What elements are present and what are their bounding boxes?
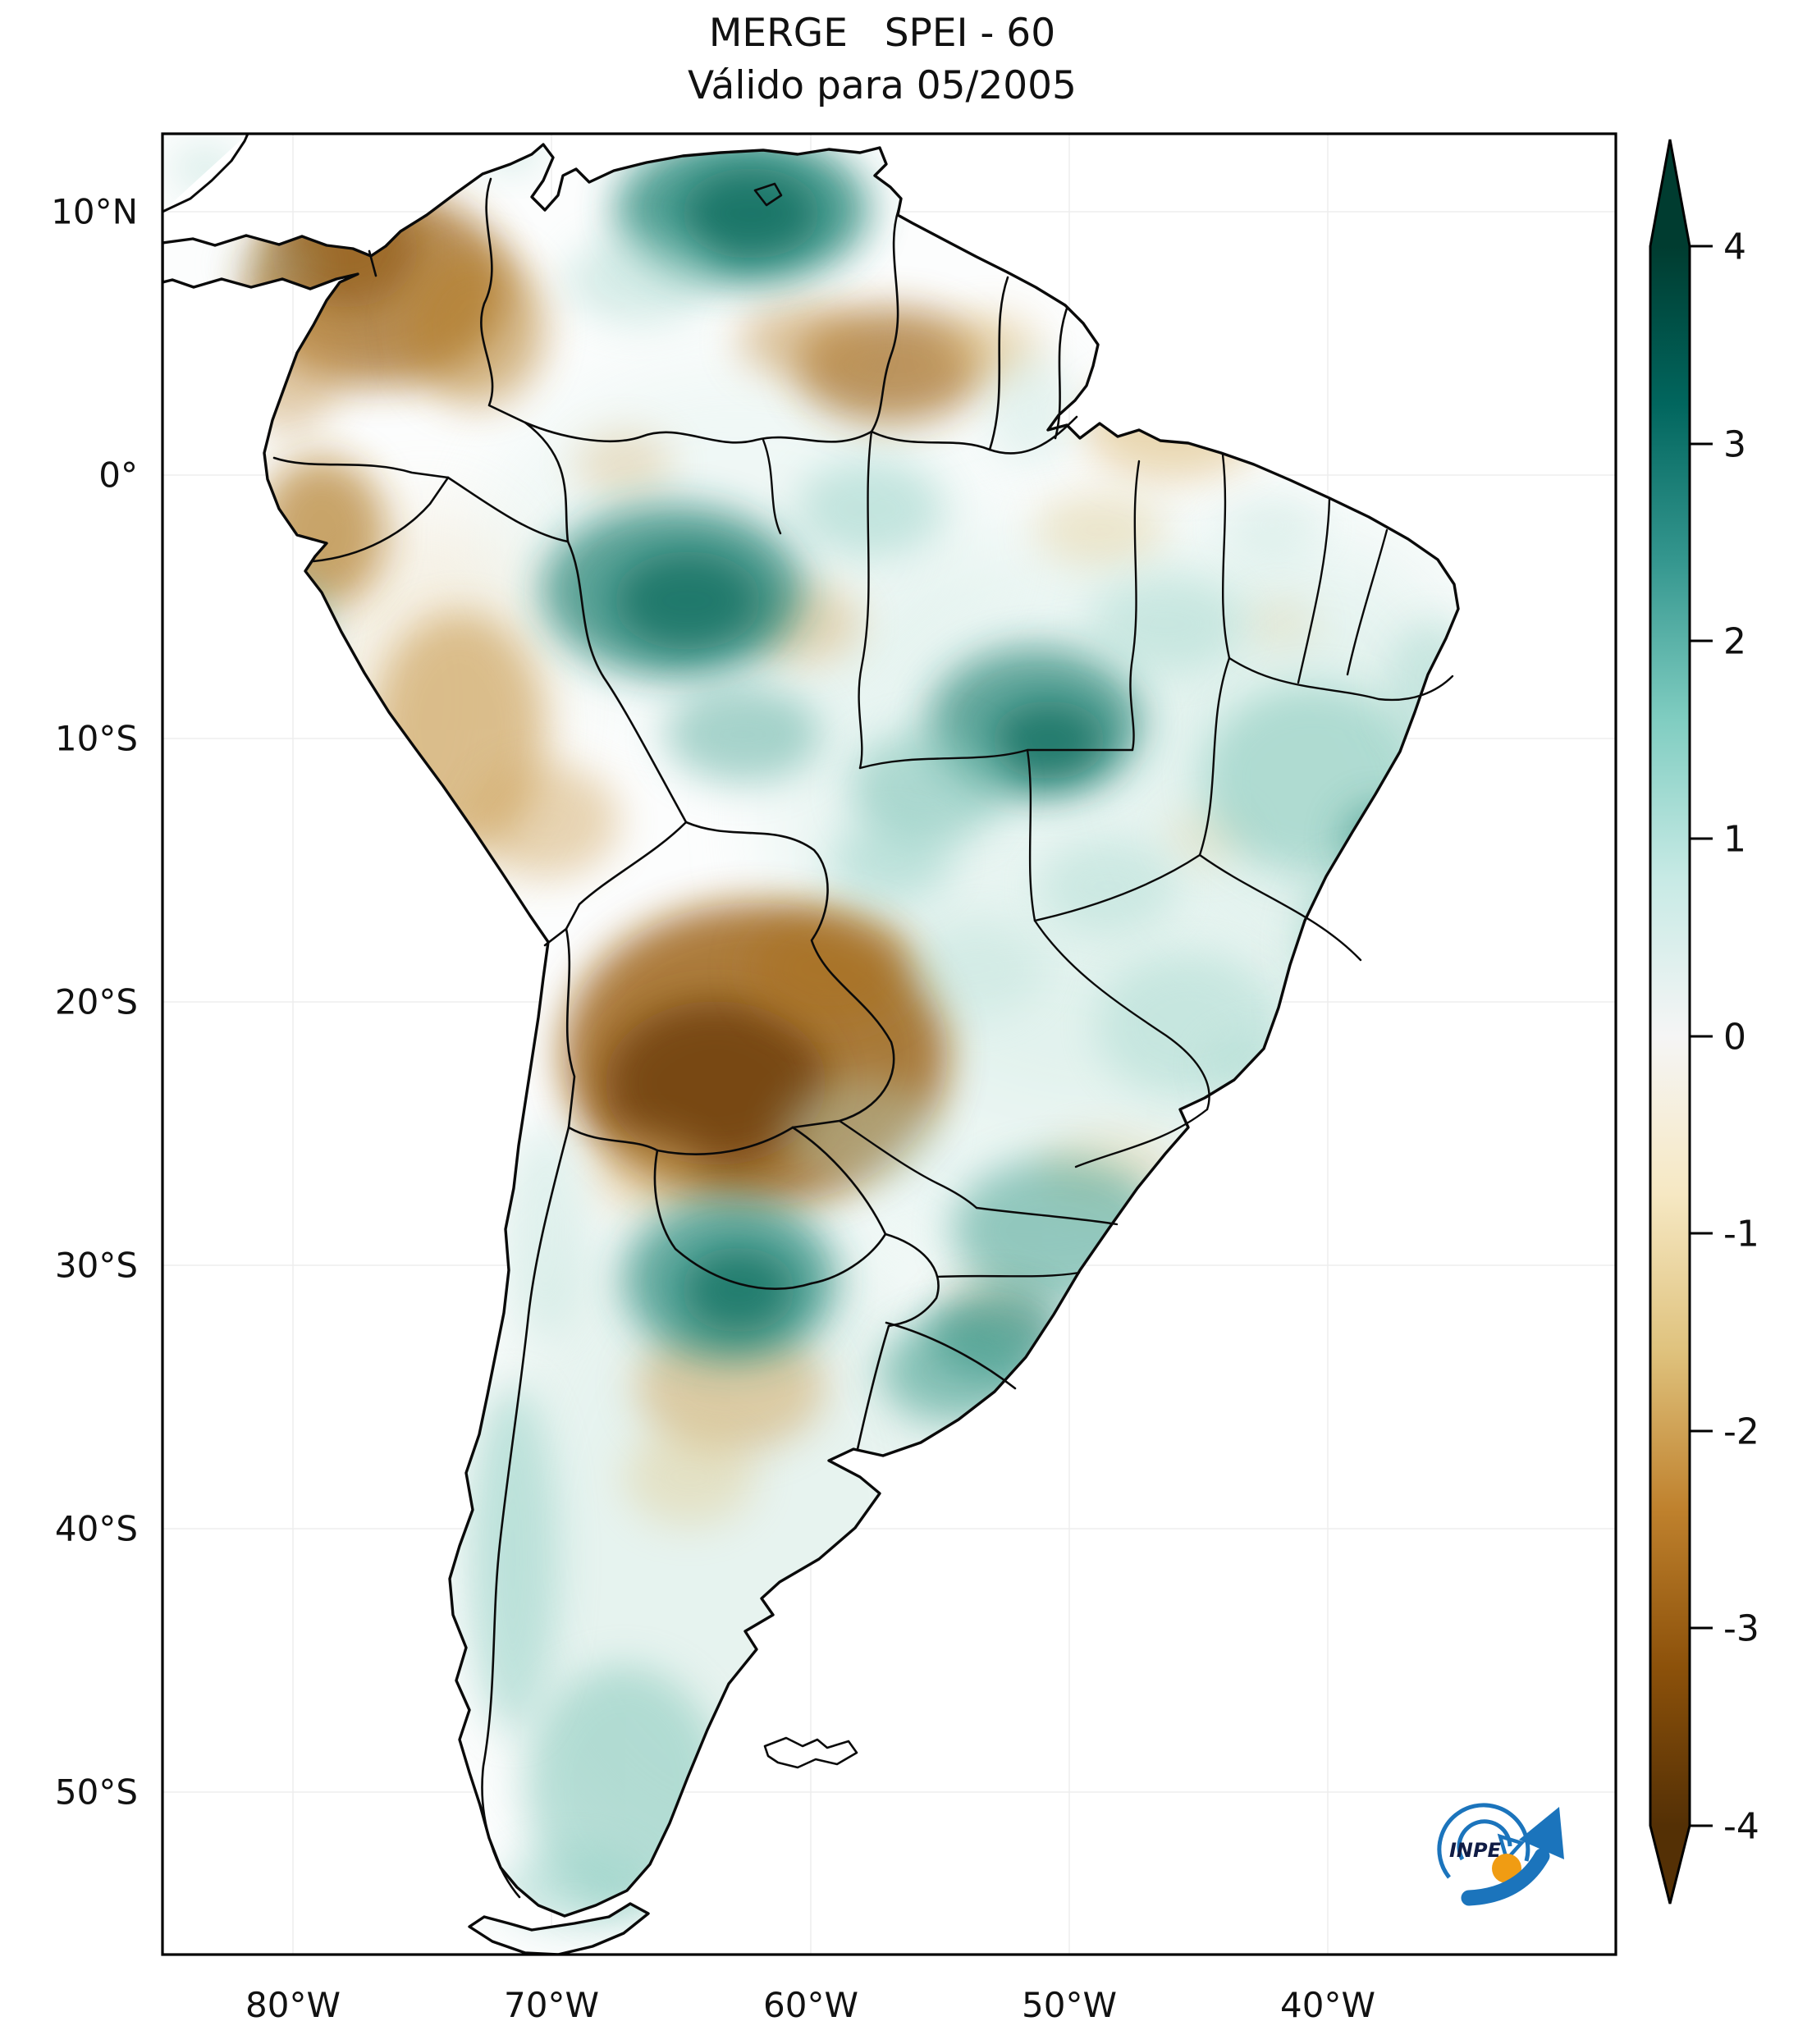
longitude-axis: 80°W 70°W 60°W 50°W 40°W — [245, 1985, 1375, 2025]
colorbar-tick-label: 3 — [1723, 423, 1746, 465]
colorbar-upper-arrow — [1650, 139, 1690, 248]
colorbar-tick-label: 1 — [1723, 818, 1746, 860]
colorbar-tick-label: -3 — [1723, 1607, 1759, 1649]
colorbar-tick-label: 0 — [1723, 1016, 1746, 1058]
lat-tick-label: 20°S — [55, 982, 138, 1022]
logo-outer-swirl — [1437, 1803, 1530, 1879]
figure-title: MERGE SPEI - 60 — [709, 11, 1055, 56]
lat-tick-label: 10°S — [55, 719, 138, 759]
colorbar-tick-labels: 4 3 2 1 0 -1 -2 -3 -4 — [1723, 226, 1759, 1847]
colorbar-tick-label: -1 — [1723, 1213, 1759, 1255]
lon-tick-label: 50°W — [1022, 1985, 1117, 2025]
central-america-coastline — [162, 134, 249, 213]
falkland-islands-outline — [763, 1736, 858, 1769]
trinidad-outline — [753, 182, 783, 207]
state-border-lines — [762, 430, 1454, 1278]
national-border-lines — [272, 177, 1078, 1899]
colorbar: 4 3 2 1 0 -1 -2 -3 -4 — [1649, 139, 1759, 1905]
colorbar-tick-label: 2 — [1723, 620, 1746, 662]
lon-tick-label: 70°W — [504, 1985, 599, 2025]
lon-tick-label: 80°W — [245, 1985, 341, 2025]
inpe-logo: INPE — [1437, 1803, 1564, 1906]
colorbar-ticks — [1690, 245, 1713, 1827]
plot-frame — [161, 132, 1617, 1956]
lat-tick-label: 40°S — [55, 1509, 138, 1549]
colorbar-tick-label: 4 — [1723, 226, 1746, 268]
logo-up-arrowhead-icon — [1519, 1807, 1564, 1859]
south-america-coastline — [162, 143, 1460, 1918]
logo-inner-swirl — [1457, 1819, 1512, 1861]
colorbar-lower-arrow — [1650, 1824, 1690, 1904]
colorbar-gradient — [1650, 246, 1690, 1826]
logo-text: INPE — [1449, 1839, 1502, 1862]
lon-tick-label: 60°W — [763, 1985, 858, 2025]
colorbar-tick-label: -2 — [1723, 1411, 1759, 1452]
lat-tick-label: 50°S — [55, 1772, 138, 1813]
colorbar-tick-label: -4 — [1723, 1805, 1759, 1847]
latitude-axis: 10°N 0° 10°S 20°S 30°S 40°S 50°S — [51, 192, 138, 1813]
lat-tick-label: 30°S — [55, 1246, 138, 1286]
lat-tick-label: 10°N — [51, 192, 138, 232]
logo-arrow-band — [1461, 1848, 1550, 1906]
tierra-del-fuego-outline — [468, 1902, 650, 1955]
lon-tick-label: 40°W — [1280, 1985, 1375, 2025]
figure-subtitle: Válido para 05/2005 — [688, 63, 1077, 108]
logo-orange-ball-icon — [1492, 1854, 1521, 1883]
logo-down-arrowhead-icon — [1497, 1833, 1526, 1863]
lat-tick-label: 0° — [98, 455, 138, 496]
country-borders — [162, 134, 1460, 1955]
